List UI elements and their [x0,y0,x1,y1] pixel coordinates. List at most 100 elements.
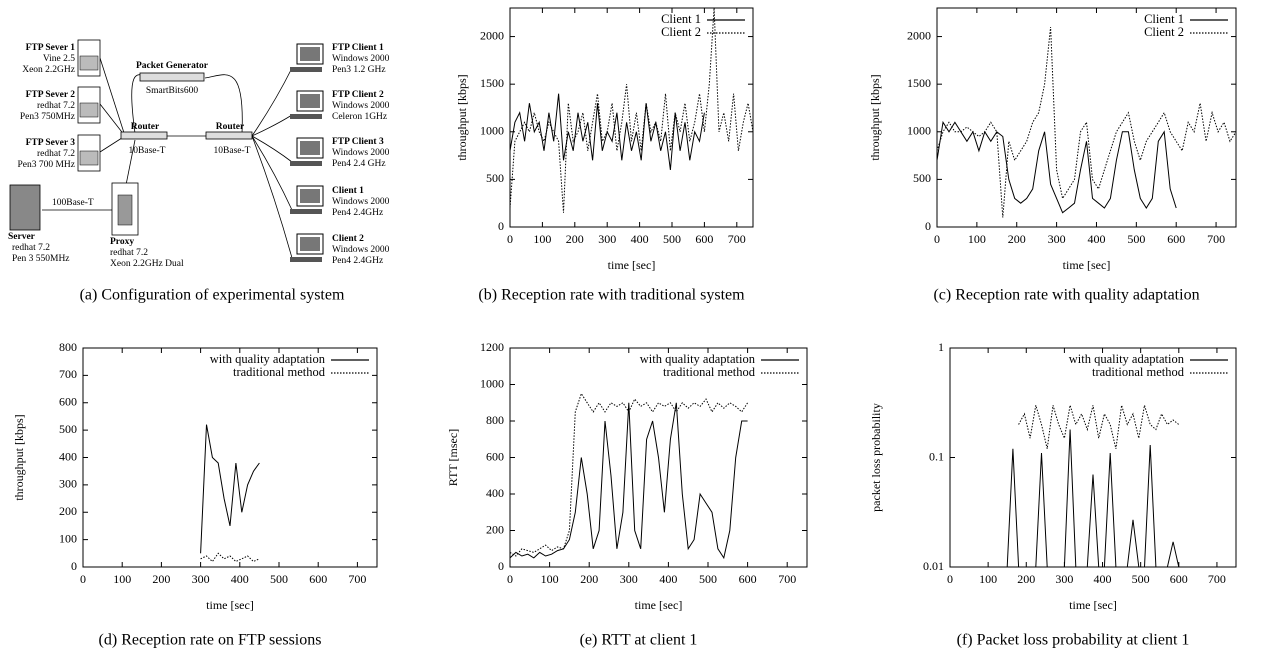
y-axis-label: throughput [kbps] [868,74,882,160]
link [251,135,293,163]
x-tick-label: 700 [348,572,366,586]
y-tick-label: 600 [486,449,504,463]
server-icon-part [79,102,99,118]
server-icon-part [79,55,99,71]
series-line [936,120,1177,214]
node-line: Celeron 1GHz [332,112,387,122]
plot-frame [949,347,1237,568]
y-tick-label: 0 [498,219,504,233]
y-tick-label: 0 [71,559,77,573]
caption: (b) Reception rate with traditional syst… [478,287,745,304]
x-tick-label: 100 [113,572,131,586]
caption: (e) RTT at client 1 [580,632,698,649]
x-tick-label: 600 [309,572,327,586]
legend-label: with quality adaptation [1069,352,1185,366]
x-tick-label: 200 [1008,232,1026,246]
pc-screen [300,94,320,108]
y-tick-label: 300 [59,477,77,491]
node-line: Xeon 2.2GHz Dual [110,259,184,269]
x-tick-label: 100 [979,572,997,586]
x-tick-label: 400 [1094,572,1112,586]
y-tick-label: 200 [59,504,77,518]
y-tick-label: 1000 [480,124,504,138]
series-line [509,392,749,557]
node-line: redhat 7.2 [12,243,50,253]
node-title: Client 2 [332,234,364,244]
y-tick-label: 100 [59,531,77,545]
y-tick-label: 0.1 [929,449,944,463]
node-title: FTP Client 2 [332,90,384,100]
node-line: Pen4 2.4GHz [332,208,383,218]
proxy-tower-part [117,194,133,226]
node-title: FTP Sever 1 [26,43,76,53]
x-tick-label: 700 [778,572,796,586]
x-tick-label: 200 [152,572,170,586]
node-line: Pen 3 550MHz [12,254,70,264]
x-tick-label: 0 [947,572,953,586]
y-tick-label: 1000 [907,124,931,138]
y-tick-label: 400 [59,449,77,463]
y-tick-label: 1500 [480,76,504,90]
y-tick-label: 1 [938,340,944,354]
x-tick-label: 600 [1170,572,1188,586]
y-tick-label: 2000 [480,28,504,42]
x-tick-label: 500 [1132,572,1150,586]
link [251,67,293,137]
x-tick-label: 400 [631,232,649,246]
pc-keyboard [290,209,322,214]
plot-frame [936,7,1237,228]
node-line: redhat 7.2 [37,101,75,111]
caption: (c) Reception rate with quality adaptati… [933,287,1199,304]
node-line: redhat 7.2 [37,149,75,159]
link [99,57,126,137]
pc-screen [300,47,320,61]
packet-generator-icon [139,72,205,82]
series-line [1018,405,1180,449]
series-line [200,424,260,554]
pc-keyboard [290,161,322,166]
y-tick-label: 500 [59,422,77,436]
x-tick-label: 600 [695,232,713,246]
x-tick-label: 500 [663,232,681,246]
pc-keyboard [290,114,322,119]
node-line: 10Base-T [214,146,251,156]
x-tick-label: 700 [1208,572,1226,586]
x-tick-label: 500 [270,572,288,586]
y-axis-label: throughput [kbps] [12,414,26,500]
x-axis-label: time [sec] [608,258,656,272]
series-line [509,402,748,560]
pc-keyboard [290,67,322,72]
node-line: Windows 2000 [332,245,390,255]
node-line: Vine 2.5 [43,54,75,64]
x-tick-label: 300 [620,572,638,586]
pc-screen [300,237,320,251]
y-tick-label: 1000 [480,376,504,390]
node-title: FTP Client 3 [332,137,384,147]
y-tick-label: 800 [486,413,504,427]
y-tick-label: 600 [59,395,77,409]
x-tick-label: 0 [507,572,513,586]
x-tick-label: 100 [541,572,559,586]
x-tick-label: 400 [231,572,249,586]
legend-label: Client 1 [661,12,701,26]
y-tick-label: 500 [913,171,931,185]
x-tick-label: 500 [699,572,717,586]
y-tick-label: 700 [59,367,77,381]
legend-label: traditional method [233,365,326,379]
y-axis-label: packet loss probability [869,403,883,512]
node-line: Xeon 2.2GHz [22,65,75,75]
x-axis-label: time [sec] [1069,598,1117,612]
x-tick-label: 400 [659,572,677,586]
node-line: Pen3 750MHz [20,112,75,122]
node-line: SmartBits600 [146,86,199,96]
link [125,139,136,186]
node-line: Pen4 2.4GHz [332,256,383,266]
y-tick-label: 0.01 [923,559,944,573]
node-line: Windows 2000 [332,101,390,111]
caption: (d) Reception rate on FTP sessions [99,632,322,649]
caption: (f) Packet loss probability at client 1 [957,632,1190,649]
node-line: 10Base-T [129,146,166,156]
node-title: FTP Sever 3 [26,138,76,148]
node-line: redhat 7.2 [110,248,148,258]
